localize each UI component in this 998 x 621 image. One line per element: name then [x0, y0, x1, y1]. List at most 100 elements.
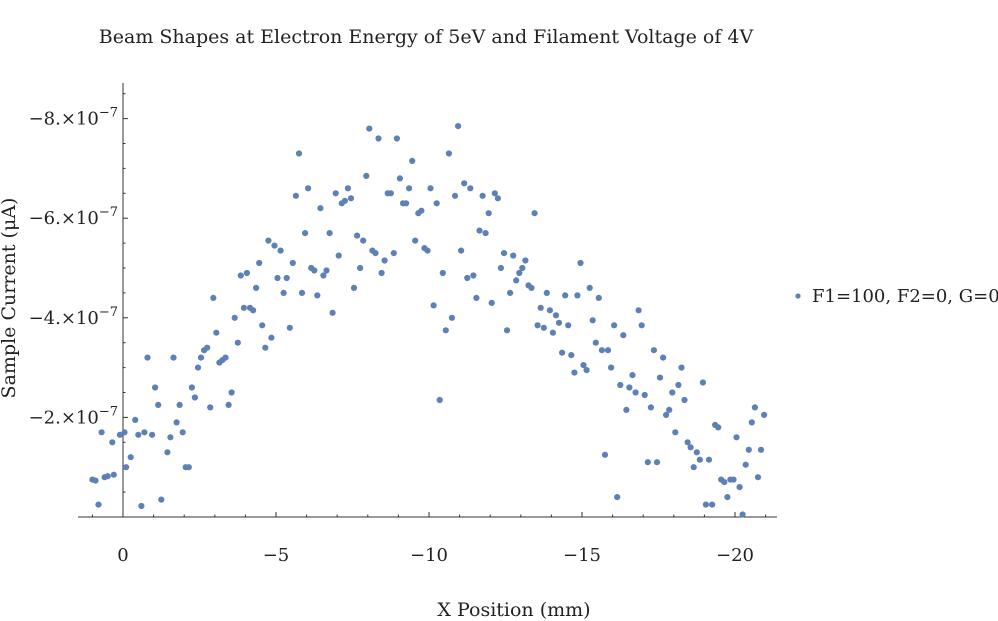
data-point [424, 247, 431, 254]
data-point [656, 374, 664, 381]
x-ticks: 0 −5 −10 −15 −20 [91, 512, 767, 566]
data-point [116, 431, 123, 438]
data-point [243, 269, 250, 277]
data-point [381, 257, 388, 264]
data-point [458, 247, 465, 254]
data-point [271, 242, 278, 249]
data-point [173, 419, 180, 426]
data-point [470, 272, 477, 279]
data-point [721, 479, 728, 486]
data-point [500, 250, 508, 257]
data-point [393, 135, 400, 142]
data-point [583, 367, 590, 374]
data-point [464, 274, 471, 282]
data-point [185, 464, 192, 471]
data-point [653, 459, 661, 466]
data-point [761, 411, 768, 418]
data-point [256, 259, 263, 267]
y-axis-label: Sample Current (μA) [0, 198, 20, 399]
data-point [543, 289, 550, 296]
data-point [274, 274, 281, 282]
data-point [733, 434, 740, 441]
data-point [681, 396, 688, 404]
data-point [534, 322, 541, 329]
x-tick-label: −5 [263, 545, 290, 566]
data-point [144, 354, 151, 361]
data-point [295, 150, 303, 157]
data-point [109, 439, 116, 446]
data-point [283, 274, 290, 282]
y-tick-label: −2.×10−7 [29, 404, 118, 428]
data-point [298, 289, 306, 296]
data-point [433, 200, 440, 207]
data-point [666, 406, 673, 413]
data-point [736, 484, 743, 491]
data-point [632, 389, 639, 396]
data-point [604, 347, 612, 354]
data-point [436, 396, 443, 404]
data-point [250, 307, 257, 314]
data-point [375, 135, 382, 142]
data-point [491, 190, 498, 197]
data-point [448, 314, 455, 321]
data-point [92, 477, 99, 484]
data-point [158, 496, 165, 503]
data-point [574, 292, 581, 299]
x-tick-label: −20 [716, 545, 754, 566]
data-point [684, 439, 691, 446]
x-tick-label: 0 [117, 545, 128, 566]
data-point [372, 250, 379, 257]
data-point [479, 192, 486, 199]
data-point [620, 332, 627, 339]
data-point [286, 324, 293, 331]
data-point [503, 327, 511, 334]
data-point [234, 339, 241, 346]
data-point [555, 319, 563, 326]
data-point [354, 232, 361, 239]
data-point [549, 329, 557, 336]
data-point [626, 384, 633, 391]
data-point [473, 294, 480, 301]
data-point [314, 292, 321, 299]
data-point [152, 384, 159, 391]
data-point [638, 322, 645, 329]
data-point [427, 185, 434, 192]
data-point [289, 259, 296, 267]
data-point [748, 419, 755, 426]
data-point [565, 322, 572, 329]
data-point [552, 312, 560, 319]
data-points [89, 123, 768, 518]
data-point [675, 381, 682, 389]
data-point [155, 401, 162, 408]
data-point [754, 474, 762, 481]
data-point [396, 175, 403, 182]
data-point [445, 150, 452, 157]
data-point [537, 304, 544, 311]
data-point [259, 322, 266, 329]
data-point [240, 304, 247, 311]
data-point [730, 476, 737, 483]
data-point [699, 379, 707, 386]
data-point [347, 195, 355, 202]
data-point [332, 190, 339, 197]
data-point [121, 429, 128, 436]
data-point [164, 449, 171, 456]
data-point [546, 307, 554, 314]
data-point [494, 195, 501, 202]
legend-marker [795, 293, 801, 299]
data-point [577, 259, 584, 267]
data-point [179, 429, 186, 436]
data-point [170, 354, 177, 361]
y-tick-label: −6.×10−7 [29, 205, 118, 229]
data-point [644, 459, 651, 466]
data-point [344, 185, 351, 192]
data-point [559, 349, 566, 356]
data-point [366, 125, 373, 132]
data-point [237, 272, 244, 279]
data-point [476, 227, 483, 234]
data-point [167, 434, 174, 441]
data-point [127, 454, 134, 461]
data-point [497, 264, 504, 272]
x-axis-label: X Position (mm) [437, 599, 590, 621]
